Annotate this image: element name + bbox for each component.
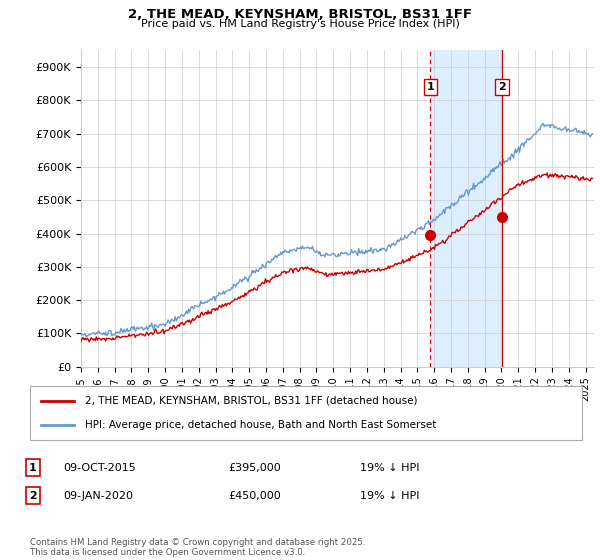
Text: Price paid vs. HM Land Registry's House Price Index (HPI): Price paid vs. HM Land Registry's House … (140, 19, 460, 29)
Text: 09-OCT-2015: 09-OCT-2015 (63, 463, 136, 473)
Text: HPI: Average price, detached house, Bath and North East Somerset: HPI: Average price, detached house, Bath… (85, 420, 437, 430)
Text: £450,000: £450,000 (228, 491, 281, 501)
Text: 1: 1 (29, 463, 37, 473)
Bar (430, 50, 502, 367)
Text: 09-JAN-2020: 09-JAN-2020 (63, 491, 133, 501)
Text: 1: 1 (427, 82, 434, 92)
Text: 19% ↓ HPI: 19% ↓ HPI (360, 463, 419, 473)
Text: Contains HM Land Registry data © Crown copyright and database right 2025.
This d: Contains HM Land Registry data © Crown c… (30, 538, 365, 557)
Text: 2: 2 (498, 82, 506, 92)
Text: 2: 2 (29, 491, 37, 501)
Text: 2, THE MEAD, KEYNSHAM, BRISTOL, BS31 1FF: 2, THE MEAD, KEYNSHAM, BRISTOL, BS31 1FF (128, 8, 472, 21)
Text: 2, THE MEAD, KEYNSHAM, BRISTOL, BS31 1FF (detached house): 2, THE MEAD, KEYNSHAM, BRISTOL, BS31 1FF… (85, 396, 418, 406)
Text: £395,000: £395,000 (228, 463, 281, 473)
Text: 19% ↓ HPI: 19% ↓ HPI (360, 491, 419, 501)
